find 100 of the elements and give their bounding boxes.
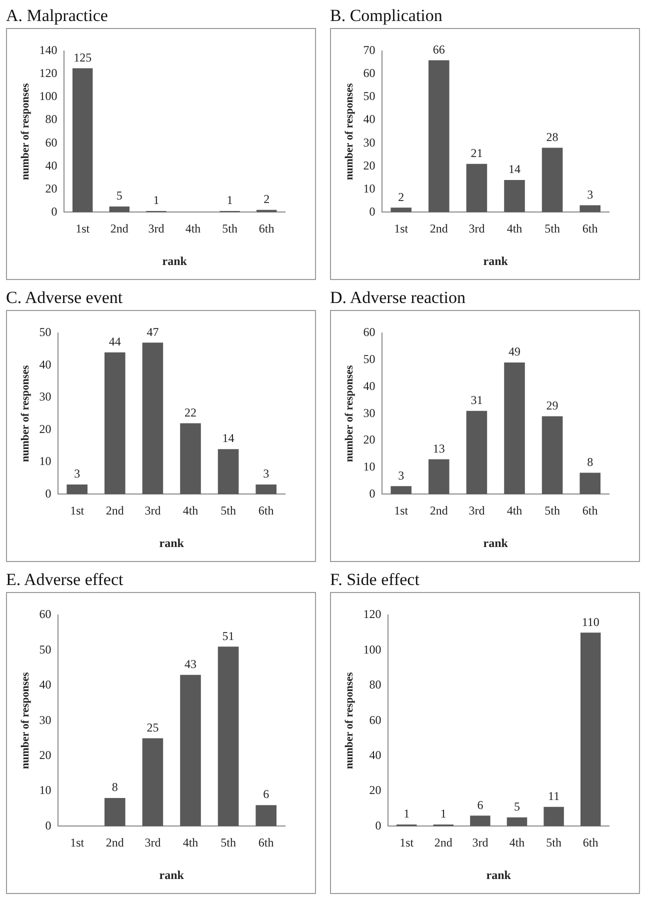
bar: [142, 342, 164, 494]
y-tick-label: 40: [39, 678, 52, 692]
data-label: 3: [263, 466, 270, 481]
data-label: 66: [432, 42, 445, 56]
bar: [104, 352, 126, 494]
bar: [390, 208, 412, 212]
y-tick-label: 20: [363, 158, 376, 172]
x-axis-title: rank: [159, 868, 184, 882]
bar: [428, 60, 450, 212]
y-tick-label: 40: [45, 158, 58, 172]
bar: [104, 798, 126, 826]
y-tick-label: 20: [363, 432, 376, 447]
x-tick-label: 2nd: [430, 504, 448, 518]
x-tick-label: 2nd: [110, 222, 128, 236]
y-tick-label: 60: [39, 607, 52, 622]
y-tick-label: 100: [39, 89, 58, 104]
data-label: 11: [548, 788, 560, 803]
x-tick-label: 4th: [509, 836, 525, 850]
bar: [180, 423, 201, 494]
data-label: 1: [226, 193, 233, 208]
y-tick-label: 50: [39, 325, 52, 340]
y-tick-label: 40: [363, 112, 376, 126]
data-label: 1: [153, 193, 160, 208]
bar: [428, 459, 450, 494]
x-axis-title: rank: [159, 536, 184, 550]
x-tick-label: 4th: [185, 222, 201, 236]
data-label: 25: [146, 720, 159, 734]
data-label: 21: [470, 146, 483, 160]
x-tick-label: 4th: [182, 836, 198, 850]
y-tick-label: 50: [363, 89, 376, 104]
x-tick-label: 3rd: [144, 836, 161, 850]
y-tick-label: 0: [45, 486, 52, 500]
x-tick-label: 6th: [582, 504, 598, 518]
x-tick-label: 1st: [70, 836, 85, 850]
y-tick-label: 60: [369, 712, 382, 727]
y-tick-label: 40: [363, 378, 376, 393]
y-tick-label: 80: [45, 112, 58, 126]
y-axis-title: number of responses: [19, 672, 32, 769]
bar: [544, 806, 564, 826]
x-tick-label: 1st: [76, 222, 90, 236]
x-tick-label: 6th: [258, 836, 274, 850]
data-label: 3: [587, 187, 594, 202]
x-axis-title: rank: [483, 254, 508, 268]
bar: [466, 164, 488, 212]
y-tick-label: 10: [39, 783, 52, 798]
x-tick-label: 3rd: [144, 504, 161, 518]
data-label: 14: [222, 431, 234, 446]
y-tick-label: 60: [45, 135, 58, 150]
y-tick-label: 20: [39, 748, 52, 762]
y-tick-label: 10: [363, 459, 376, 474]
data-label: 14: [508, 162, 520, 176]
y-tick-label: 80: [369, 678, 382, 692]
y-tick-label: 100: [363, 642, 382, 656]
chart-title: B. Complication: [330, 5, 444, 27]
data-label: 8: [112, 780, 118, 794]
y-tick-label: 120: [363, 607, 382, 622]
x-tick-label: 1st: [400, 836, 414, 850]
data-label: 6: [263, 787, 270, 802]
bar: [542, 148, 563, 212]
data-label: 13: [432, 441, 445, 456]
x-tick-label: 1st: [394, 504, 409, 518]
x-tick-label: 3rd: [472, 836, 488, 850]
x-tick-label: 2nd: [434, 836, 452, 850]
y-tick-label: 0: [45, 818, 52, 832]
data-label: 44: [108, 334, 121, 348]
bar: [504, 362, 525, 494]
y-tick-label: 20: [45, 181, 58, 196]
x-tick-label: 5th: [544, 504, 560, 518]
x-tick-label: 5th: [222, 222, 238, 236]
bar: [504, 180, 525, 212]
data-label: 1: [404, 806, 410, 821]
data-label: 6: [477, 798, 484, 812]
data-label: 31: [470, 393, 483, 408]
y-tick-label: 20: [39, 422, 52, 436]
chart-title: F. Side effect: [330, 569, 420, 591]
chart-title: A. Malpractice: [6, 5, 109, 27]
chart-title: E. Adverse effect: [6, 569, 124, 591]
bar: [72, 68, 93, 212]
data-label: 51: [222, 628, 234, 643]
data-label: 3: [74, 466, 80, 481]
data-label: 47: [146, 324, 159, 339]
chart-title: C. Adverse event: [6, 287, 124, 309]
data-label: 28: [546, 130, 558, 144]
bar: [390, 486, 412, 494]
x-axis-title: rank: [162, 254, 188, 268]
bar: [580, 205, 600, 212]
chart-title: D. Adverse reaction: [330, 287, 466, 309]
y-axis-title: number of responses: [343, 82, 356, 180]
x-tick-label: 6th: [258, 504, 274, 518]
x-tick-label: 4th: [182, 504, 198, 518]
y-axis-title: number of responses: [19, 364, 32, 462]
bar: [218, 449, 239, 494]
y-tick-label: 50: [363, 352, 376, 366]
y-tick-label: 60: [363, 325, 376, 340]
y-tick-label: 40: [369, 748, 382, 762]
y-axis-title: number of responses: [343, 364, 356, 462]
x-tick-label: 6th: [258, 222, 274, 236]
data-label: 49: [508, 344, 520, 359]
y-tick-label: 60: [363, 66, 376, 80]
y-tick-label: 40: [39, 357, 52, 372]
